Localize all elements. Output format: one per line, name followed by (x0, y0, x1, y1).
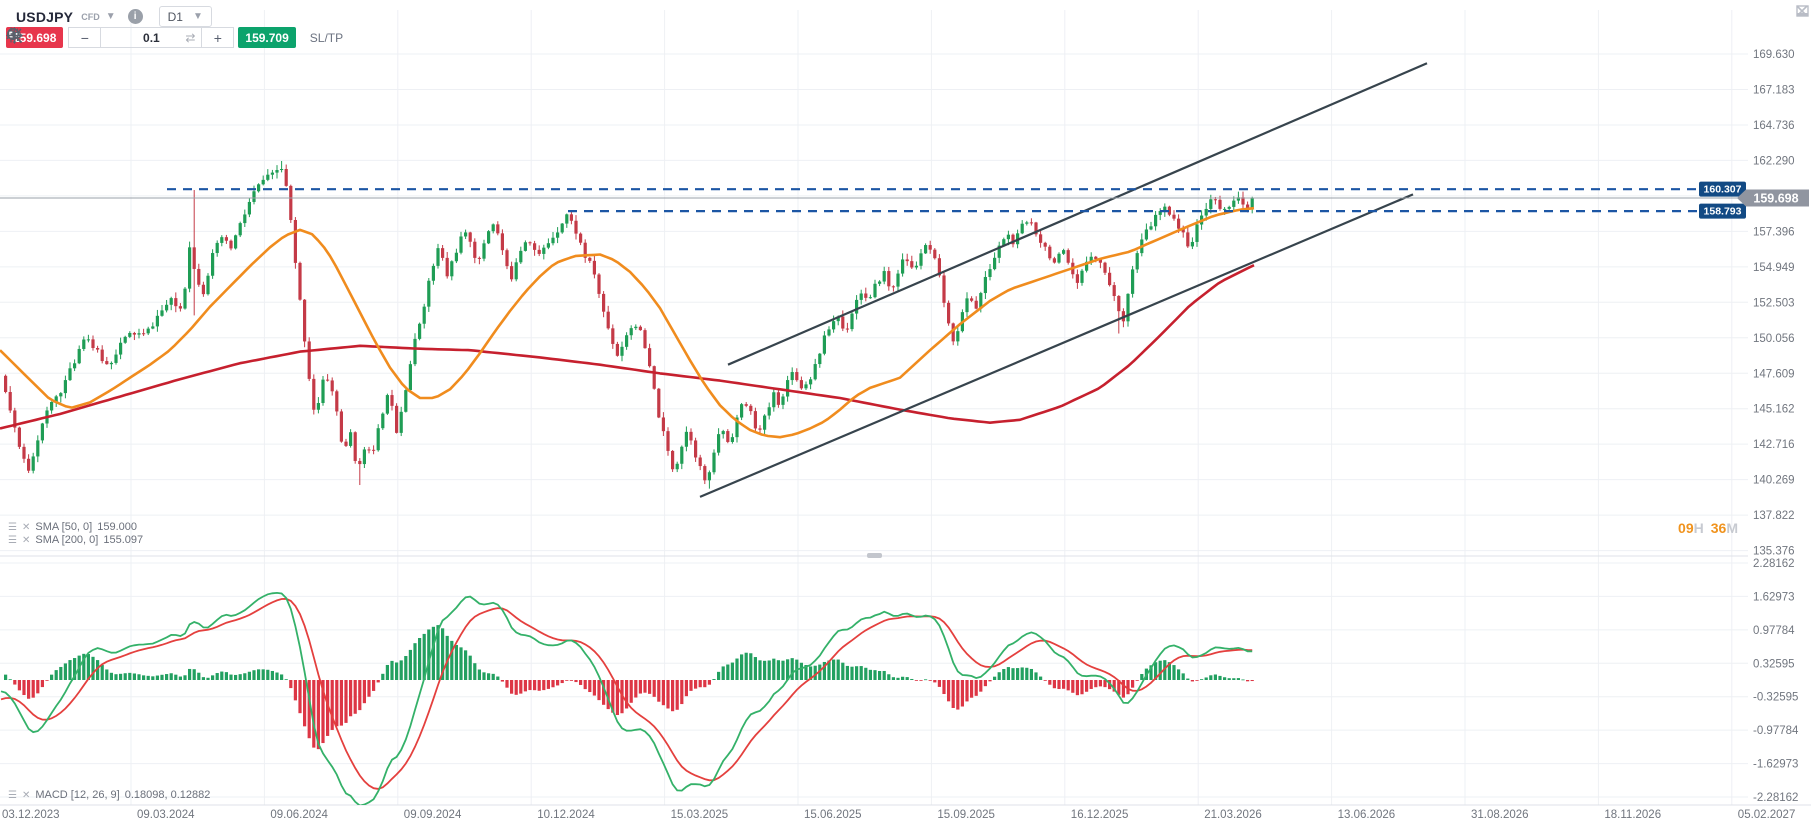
legend-value: 155.097 (103, 534, 144, 546)
instrument-type-label: CFD (81, 11, 100, 22)
svg-text:159.698: 159.698 (1753, 191, 1798, 205)
chevron-down-icon[interactable]: ▼ (105, 11, 116, 22)
legend-sma200: ☰ ✕ SMA [200, 0] 155.097 (8, 534, 143, 546)
svg-text:13.06.2026: 13.06.2026 (1338, 809, 1396, 821)
quantity-input[interactable]: 0.1 ⇄ (101, 27, 202, 48)
svg-text:145.162: 145.162 (1753, 404, 1795, 416)
chart-tools (6, 27, 491, 47)
legend-sma50: ☰ ✕ SMA [50, 0] 159.000 (8, 521, 137, 533)
sma-50-line[interactable] (0, 206, 1255, 439)
chevron-down-icon: ▼ (192, 11, 203, 22)
buy-button[interactable]: 159.709 (238, 27, 296, 48)
svg-text:15.09.2025: 15.09.2025 (937, 809, 995, 821)
legend-label: SMA [200, 0] (35, 534, 99, 546)
candle-countdown: 09H 36M (1678, 520, 1745, 536)
zoom-in-icon[interactable] (7, 28, 462, 47)
timeframe-value: D1 (167, 9, 183, 24)
date-axis[interactable]: 03.12.2023 09.03.2024 09.06.2024 09.09.2024… (2, 809, 1795, 821)
svg-text:21.03.2026: 21.03.2026 (1204, 809, 1262, 821)
macd-axis[interactable]: 2.28162 1.62973 0.97784 0.32595 -0.32595 -0.9… (1753, 558, 1799, 804)
legend-label: SMA [50, 0] (35, 521, 93, 533)
svg-text:137.822: 137.822 (1753, 510, 1795, 522)
countdown-hours: 09 (1678, 520, 1694, 536)
sync-icon[interactable]: ⇄ (185, 30, 196, 45)
svg-text:0.32595: 0.32595 (1753, 658, 1795, 670)
svg-text:-2.28162: -2.28162 (1753, 792, 1798, 804)
countdown-hours-unit: H (1693, 520, 1704, 536)
svg-text:16.12.2025: 16.12.2025 (1071, 809, 1129, 821)
svg-text:157.396: 157.396 (1753, 226, 1795, 238)
sltp-label[interactable]: SL/TP (309, 30, 344, 45)
info-icon[interactable]: i (127, 9, 143, 24)
svg-text:158.793: 158.793 (1704, 206, 1742, 218)
symbol-name: USDJPY (16, 8, 74, 25)
sma-200-line[interactable] (0, 264, 1255, 430)
quantity-increase-button[interactable]: + (201, 27, 235, 48)
svg-text:147.609: 147.609 (1753, 368, 1795, 380)
svg-text:03.12.2023: 03.12.2023 (2, 809, 60, 821)
level-price-badge[interactable] (1699, 181, 1746, 197)
legend-value: 159.000 (97, 521, 137, 533)
pan-crosshair-icon[interactable] (6, 27, 491, 47)
symbol-header: USDJPY CFD ▼ i D1 ▼ (16, 6, 212, 27)
svg-text:167.183: 167.183 (1753, 84, 1795, 96)
candlestick-icon[interactable] (8, 27, 404, 47)
svg-text:135.376: 135.376 (1753, 546, 1795, 558)
svg-text:15.06.2025: 15.06.2025 (804, 809, 862, 821)
svg-text:2.28162: 2.28162 (1753, 558, 1795, 570)
panel-resize-handle[interactable] (867, 553, 882, 558)
quantity-decrease-button[interactable]: − (68, 27, 102, 48)
svg-text:0.97784: 0.97784 (1753, 625, 1795, 637)
svg-text:162.290: 162.290 (1753, 155, 1795, 167)
indicator-remove-icon[interactable]: ✕ (21, 521, 31, 533)
macd-panel (0, 591, 1254, 805)
legend-label: MACD [12, 26, 9] (35, 789, 120, 801)
svg-text:10.12.2024: 10.12.2024 (537, 809, 595, 821)
svg-text:09.03.2024: 09.03.2024 (137, 809, 195, 821)
svg-text:09.09.2024: 09.09.2024 (404, 809, 462, 821)
svg-text:09.06.2024: 09.06.2024 (270, 809, 328, 821)
grid (0, 10, 1748, 805)
price-axis[interactable]: 169.630 167.183 164.736 162.290 157.396 154.9… (1753, 49, 1795, 558)
svg-text:142.716: 142.716 (1753, 439, 1795, 451)
channel-upper-trendline[interactable] (727, 62, 1428, 366)
svg-text:164.736: 164.736 (1753, 120, 1795, 132)
svg-text:05.02.2027: 05.02.2027 (1738, 809, 1796, 821)
zoom-out-icon[interactable] (7, 28, 433, 47)
indicator-remove-icon[interactable]: ✕ (21, 534, 31, 546)
svg-text:-0.97784: -0.97784 (1753, 725, 1799, 737)
candles (4, 160, 1254, 489)
countdown-minutes-unit: M (1726, 520, 1738, 536)
order-toolbar: 159.698 − 0.1 ⇄ + 159.709 SL/TP (6, 27, 491, 48)
timeframe-dropdown[interactable]: D1 ▼ (158, 6, 212, 27)
current-price-tag (1737, 189, 1809, 207)
legend-value: 0.18098, 0.12882 (124, 789, 211, 801)
indicator-settings-icon[interactable]: ☰ (8, 789, 17, 801)
legend-macd: ☰ ✕ MACD [12, 26, 9] 0.18098, 0.12882 (8, 789, 210, 801)
macd-line (0, 591, 1253, 805)
svg-text:15.03.2025: 15.03.2025 (671, 809, 729, 821)
indicator-settings-icon[interactable]: ☰ (8, 521, 17, 533)
channel-lower-trendline[interactable] (699, 193, 1414, 498)
quantity-value: 0.1 (143, 30, 160, 45)
svg-text:150.056: 150.056 (1753, 333, 1795, 345)
svg-text:152.503: 152.503 (1753, 297, 1795, 309)
indicator-settings-icon[interactable]: ☰ (8, 534, 17, 546)
svg-text:160.307: 160.307 (1704, 184, 1742, 196)
svg-text:169.630: 169.630 (1753, 49, 1795, 61)
line-chart-icon[interactable] (6, 28, 375, 47)
svg-text:154.949: 154.949 (1753, 262, 1795, 274)
svg-text:-0.32595: -0.32595 (1753, 692, 1798, 704)
svg-text:140.269: 140.269 (1753, 475, 1795, 487)
level-price-badge[interactable] (1699, 203, 1746, 219)
svg-text:18.11.2026: 18.11.2026 (1604, 809, 1661, 821)
svg-text:-1.62973: -1.62973 (1753, 759, 1798, 771)
svg-text:31.08.2026: 31.08.2026 (1471, 809, 1529, 821)
countdown-minutes: 36 (1710, 520, 1727, 536)
indicator-remove-icon[interactable]: ✕ (21, 789, 31, 801)
svg-text:1.62973: 1.62973 (1753, 591, 1795, 603)
